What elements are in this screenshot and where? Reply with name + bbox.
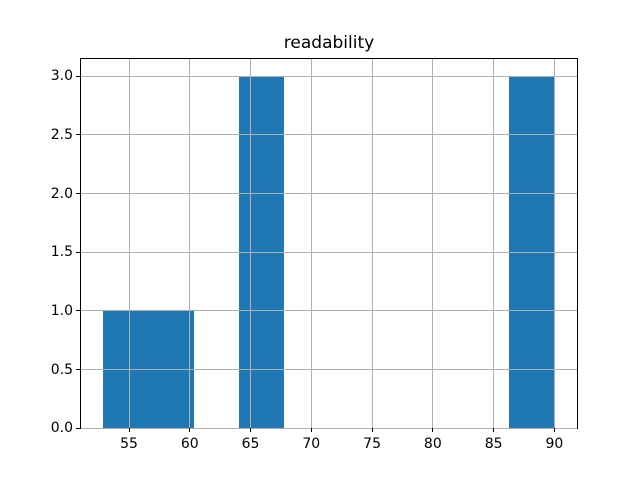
y-tick-label: 2.0 (50, 185, 73, 202)
y-tick-label: 0.5 (50, 361, 73, 378)
x-tick-label: 80 (423, 435, 442, 452)
x-tick-mark (371, 428, 373, 433)
gridline-y (81, 310, 577, 312)
gridline-x (128, 58, 130, 429)
y-tick-mark (76, 75, 80, 77)
gridline-x (189, 58, 191, 429)
gridline-y (81, 134, 577, 136)
chart-title: readability (283, 33, 375, 53)
x-tick-label: 70 (302, 435, 321, 452)
y-tick-mark (76, 369, 80, 371)
plot-area: 55 60 65 70 75 80 85 90 0.0 0.5 1.0 1.5 2.0 2.5 3.0 (51, 57, 578, 451)
x-tick-mark (553, 428, 555, 433)
gridline-y (81, 251, 577, 253)
x-tick-label: 90 (545, 435, 564, 452)
gridline-x (250, 58, 252, 429)
gridline-x (310, 58, 312, 429)
gridline-y (81, 75, 577, 77)
gridline-y (81, 369, 577, 371)
y-tick-label: 2.5 (50, 126, 73, 143)
gridline-x (493, 58, 495, 429)
gridline-y (81, 193, 577, 195)
y-tick-mark (76, 310, 80, 312)
y-tick-mark (76, 134, 80, 136)
y-tick-label: 1.5 (50, 244, 73, 261)
gridline-x (553, 58, 555, 429)
x-tick-mark (250, 428, 252, 433)
x-tick-label: 55 (120, 435, 138, 452)
y-tick-label: 0.0 (50, 420, 73, 437)
x-tick-label: 60 (180, 435, 199, 452)
x-tick-label: 75 (363, 435, 381, 452)
x-tick-label: 85 (484, 435, 503, 452)
gridline-y (81, 427, 577, 429)
x-tick-label: 65 (241, 435, 260, 452)
x-tick-mark (432, 428, 434, 433)
x-tick-mark (310, 428, 312, 433)
y-tick-mark (76, 193, 80, 195)
gridline-x (432, 58, 434, 429)
y-tick-label: 3.0 (50, 68, 73, 85)
x-tick-mark (189, 428, 191, 433)
y-tick-mark (76, 427, 80, 429)
gridline-x (371, 58, 373, 429)
x-tick-mark (493, 428, 495, 433)
y-tick-mark (76, 251, 80, 253)
y-tick-label: 1.0 (50, 302, 73, 319)
x-tick-mark (128, 428, 130, 433)
